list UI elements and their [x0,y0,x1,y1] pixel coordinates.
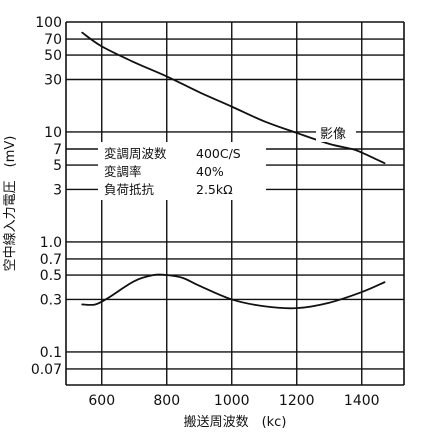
y-axis-title: 空中線入力電圧 (mV) [2,136,18,272]
legend-box: 変調周波数 400C/S 変調率 40% 負荷抵抗 2.5kΩ [98,142,266,200]
legend-value-modulation-frequency: 400C/S [196,146,241,161]
image-signal-curve [81,31,386,165]
y-tick-label: 0.7 [40,252,62,268]
y-tick-label: 1.0 [40,235,62,251]
y-tick-label: 30 [44,72,62,88]
y-tick-label: 0.3 [40,292,62,308]
y-tick-label: 10 [44,125,62,141]
series-label-image: 影像 [320,127,346,142]
series-labels: 影像 [316,124,356,142]
y-tick-label: 0.07 [31,362,62,378]
y-tick-label: 100 [35,15,62,31]
y-tick-label: 7 [53,142,62,158]
y-tick-label: 70 [44,32,62,48]
y-tick-label: 50 [44,48,62,64]
data-series [81,31,386,310]
y-tick-label: 5 [53,158,62,174]
legend-label-modulation-frequency: 変調周波数 [104,146,167,161]
x-tick-label: 1200 [279,393,315,409]
y-tick-label: 3 [53,182,62,198]
x-tick-label: 800 [153,393,180,409]
x-tick-label: 1000 [214,393,250,409]
legend-background [98,142,266,200]
legend-label-load-resistance: 負荷抵抗 [104,182,155,197]
series-label-background [316,124,356,142]
legend-value-modulation-rate: 40% [196,164,224,179]
legend-label-modulation-rate: 変調率 [104,164,142,179]
lower-response-curve [81,273,386,310]
legend-value-load-resistance: 2.5kΩ [196,182,233,197]
y-tick-label: 0.5 [40,268,62,284]
grid-lines [66,21,404,385]
x-tick-label: 1400 [344,393,380,409]
x-tick-labels: 600 800 1000 1200 1400 [88,393,379,409]
x-axis-title: 搬送周波数 (kc) [184,415,287,430]
y-tick-label: 0.1 [40,345,62,361]
plot-frame [65,22,405,386]
x-tick-label: 600 [88,393,115,409]
